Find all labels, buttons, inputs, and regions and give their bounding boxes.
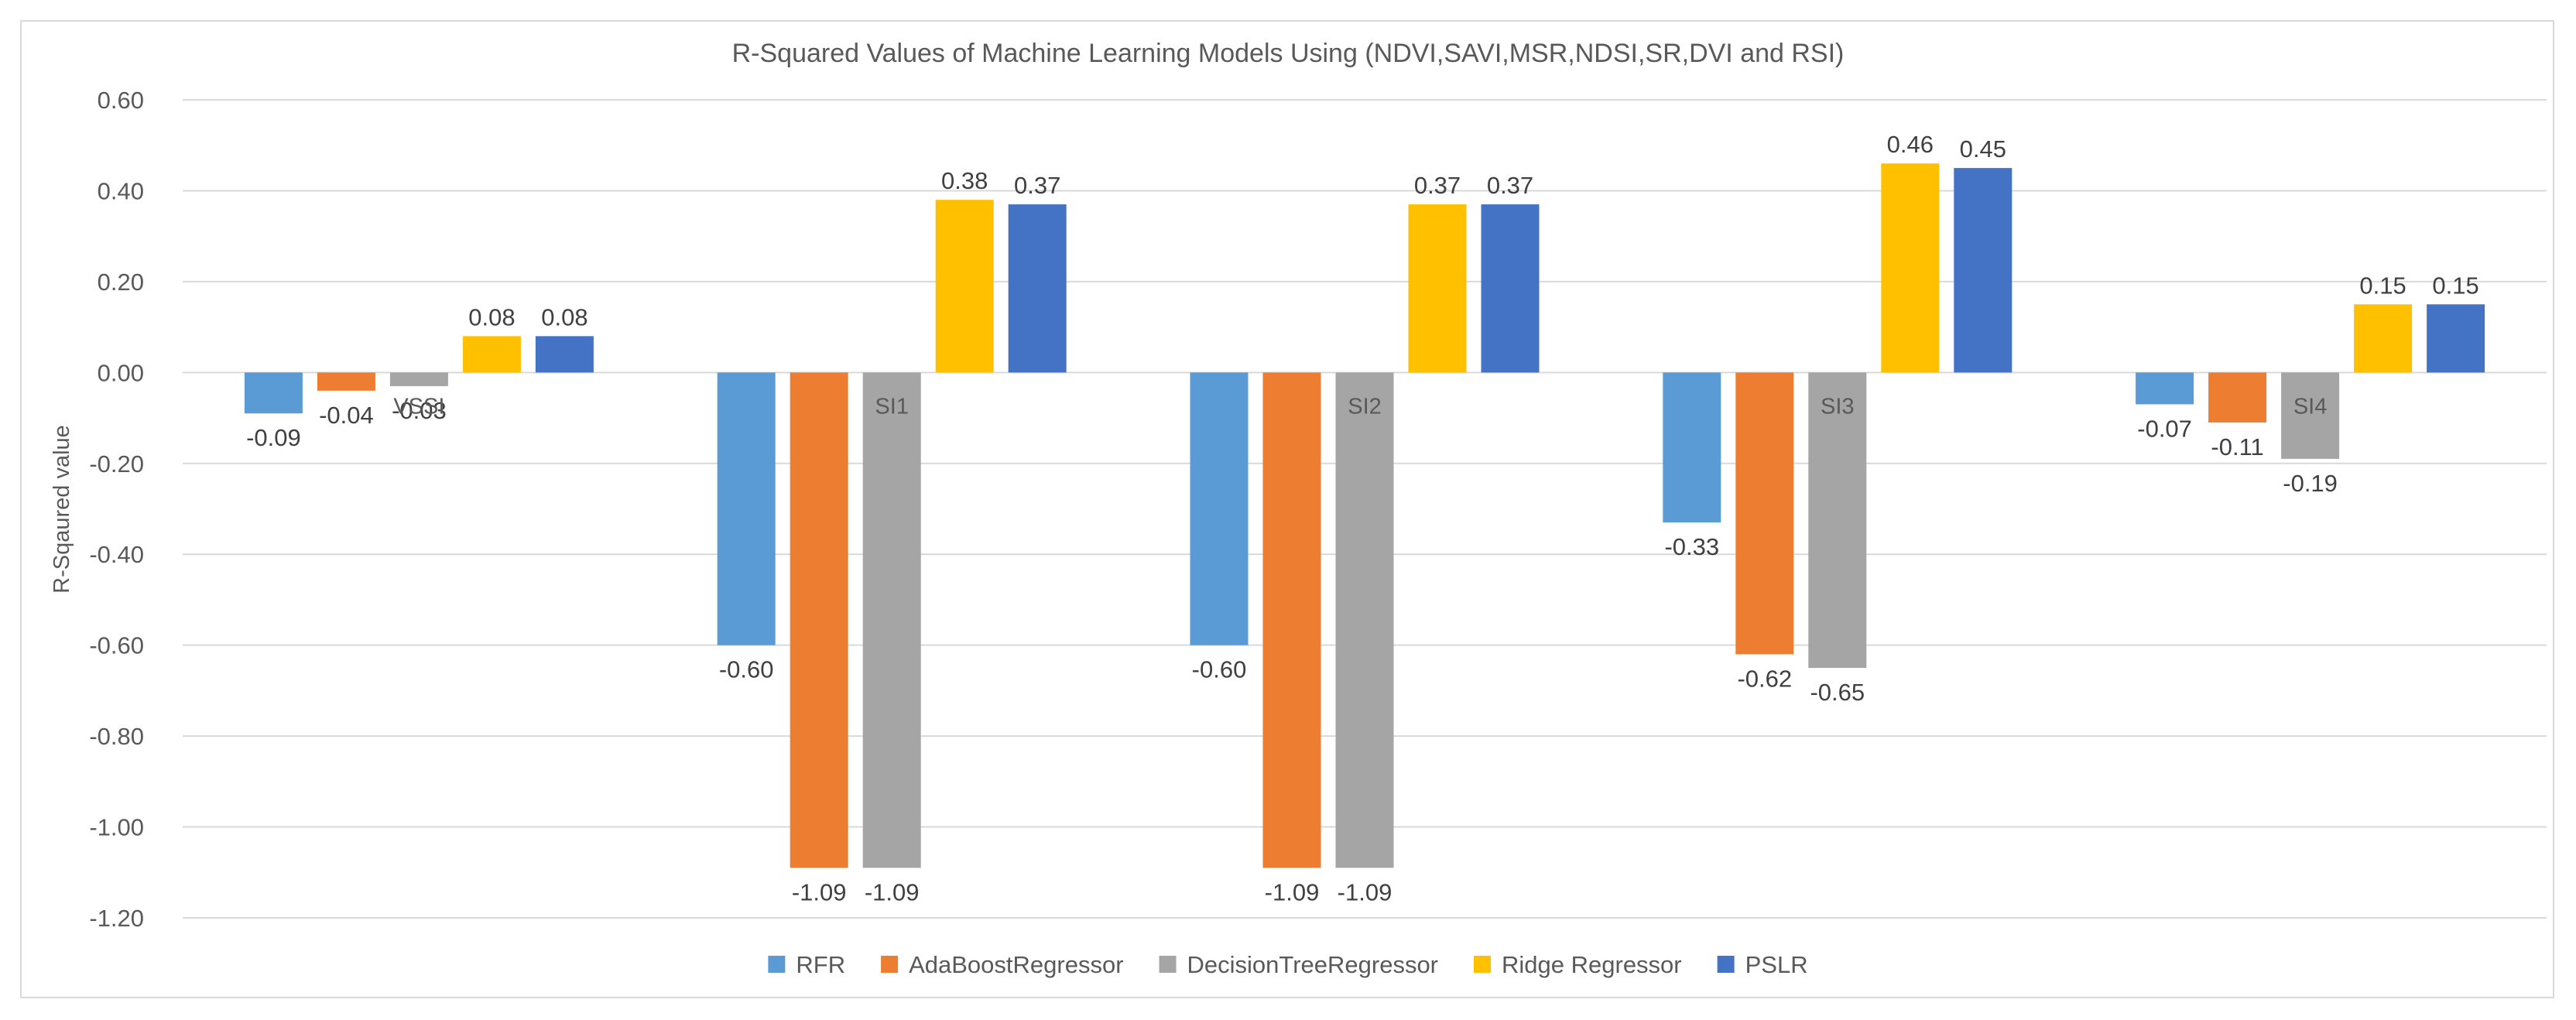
category-label-si2: SI2 xyxy=(1348,394,1382,419)
y-axis-title: R-Sqaured value xyxy=(50,425,74,594)
y-tick-label: -1.20 xyxy=(89,905,144,932)
category-label-si3: SI3 xyxy=(1821,394,1855,419)
bar-pslr-si3 xyxy=(1954,168,2012,373)
data-label: -0.11 xyxy=(2211,433,2263,460)
data-label: 0.08 xyxy=(468,303,515,330)
bar-adaboostregressor-si2 xyxy=(1262,372,1321,868)
data-label: -0.09 xyxy=(246,424,301,451)
legend-swatch-decisiontreeregressor xyxy=(1159,956,1177,973)
y-tick-label: -0.80 xyxy=(89,723,144,750)
y-tick-label: -0.20 xyxy=(89,450,144,477)
y-tick-label: -0.60 xyxy=(89,632,144,659)
bar-pslr-si2 xyxy=(1481,204,1540,373)
bar-rfr-si3 xyxy=(1663,372,1721,523)
data-label: -0.03 xyxy=(392,397,447,424)
y-tick-label: 0.60 xyxy=(98,87,144,114)
bar-decisiontreeregressor-vssi xyxy=(389,372,448,386)
data-label: 0.08 xyxy=(541,303,587,330)
data-label: 0.37 xyxy=(1014,172,1060,199)
data-label: 0.37 xyxy=(1487,172,1533,199)
bars xyxy=(244,163,2485,868)
data-label: -0.04 xyxy=(319,402,374,429)
bar-decisiontreeregressor-si4 xyxy=(2281,372,2340,459)
data-label: 0.38 xyxy=(941,167,988,194)
data-label: -0.65 xyxy=(1810,679,1865,706)
legend-label-adaboostregressor: AdaBoostRegressor xyxy=(909,951,1123,978)
y-tick-label: -0.40 xyxy=(89,541,144,568)
bar-decisiontreeregressor-si1 xyxy=(862,372,921,868)
category-label-vssi: VSSI xyxy=(393,394,444,419)
data-label: -0.60 xyxy=(1192,656,1247,683)
data-label: 0.37 xyxy=(1414,172,1461,199)
y-tick-label: 0.00 xyxy=(98,359,144,386)
data-label: -0.60 xyxy=(719,656,774,683)
data-label: -1.09 xyxy=(1338,878,1392,905)
legend-label-pslr: PSLR xyxy=(1745,951,1808,978)
data-label: -1.09 xyxy=(1265,878,1320,905)
bar-rfr-vssi xyxy=(244,372,303,414)
data-label: -1.09 xyxy=(792,878,847,905)
bar-decisiontreeregressor-si2 xyxy=(1335,372,1394,868)
legend-label-decisiontreeregressor: DecisionTreeRegressor xyxy=(1187,951,1438,978)
legend-swatch-ridge-regressor xyxy=(1474,956,1492,973)
legend-swatch-adaboostregressor xyxy=(881,956,899,973)
bar-rfr-si1 xyxy=(717,372,776,645)
legend-swatch-rfr xyxy=(768,956,786,973)
legend-swatch-pslr xyxy=(1717,956,1735,973)
bar-ridge-regressor-si2 xyxy=(1408,204,1467,373)
data-label: 0.15 xyxy=(2432,272,2478,299)
bar-rfr-si2 xyxy=(1190,372,1249,645)
data-label: 0.45 xyxy=(1960,135,2006,163)
bar-ridge-regressor-si3 xyxy=(1881,163,1940,373)
category-label-si1: SI1 xyxy=(875,394,909,419)
legend-label-ridge-regressor: Ridge Regressor xyxy=(1502,951,1682,978)
legend: RFR AdaBoostRegressor DecisionTreeRegresso… xyxy=(768,951,1808,978)
y-tick-label: -1.00 xyxy=(89,814,144,841)
bar-ridge-regressor-si1 xyxy=(935,200,994,373)
data-label: -0.19 xyxy=(2283,470,2338,497)
bar-adaboostregressor-si1 xyxy=(790,372,848,868)
bar-pslr-si4 xyxy=(2427,304,2485,373)
bar-ridge-regressor-vssi xyxy=(462,336,521,373)
bar-adaboostregressor-si3 xyxy=(1735,372,1794,655)
bar-adaboostregressor-si4 xyxy=(2208,372,2267,423)
data-label: -0.07 xyxy=(2137,415,2192,442)
data-label: -0.33 xyxy=(1664,533,1719,560)
category-labels: VSSI SI1 SI2 SI3 SI4 xyxy=(393,394,2327,419)
y-tick-label: 0.40 xyxy=(98,177,144,204)
bar-pslr-vssi xyxy=(535,336,594,373)
data-label: 0.46 xyxy=(1887,131,1934,158)
bar-rfr-si4 xyxy=(2136,372,2194,405)
data-labels: -0.09 -0.04 -0.03 0.08 0.08 -0.60 -1.09 -1.09 0.… xyxy=(246,131,2479,905)
y-tick-label: 0.20 xyxy=(98,269,144,296)
legend-label-rfr: RFR xyxy=(796,951,845,978)
bar-adaboostregressor-vssi xyxy=(317,372,375,391)
chart-title: R-Squared Values of Machine Learning Mod… xyxy=(732,39,1845,68)
category-label-si4: SI4 xyxy=(2293,394,2328,419)
y-tick-labels: 0.60 0.40 0.20 0.00 -0.20 -0.40 -0.60 -0.80 -1.0… xyxy=(89,87,144,932)
bar-pslr-si1 xyxy=(1008,204,1067,373)
data-label: -0.62 xyxy=(1737,665,1792,692)
data-label: 0.15 xyxy=(2359,272,2406,299)
bar-ridge-regressor-si4 xyxy=(2354,304,2413,373)
data-label: -1.09 xyxy=(865,878,920,905)
bar-decisiontreeregressor-si3 xyxy=(1808,372,1867,669)
